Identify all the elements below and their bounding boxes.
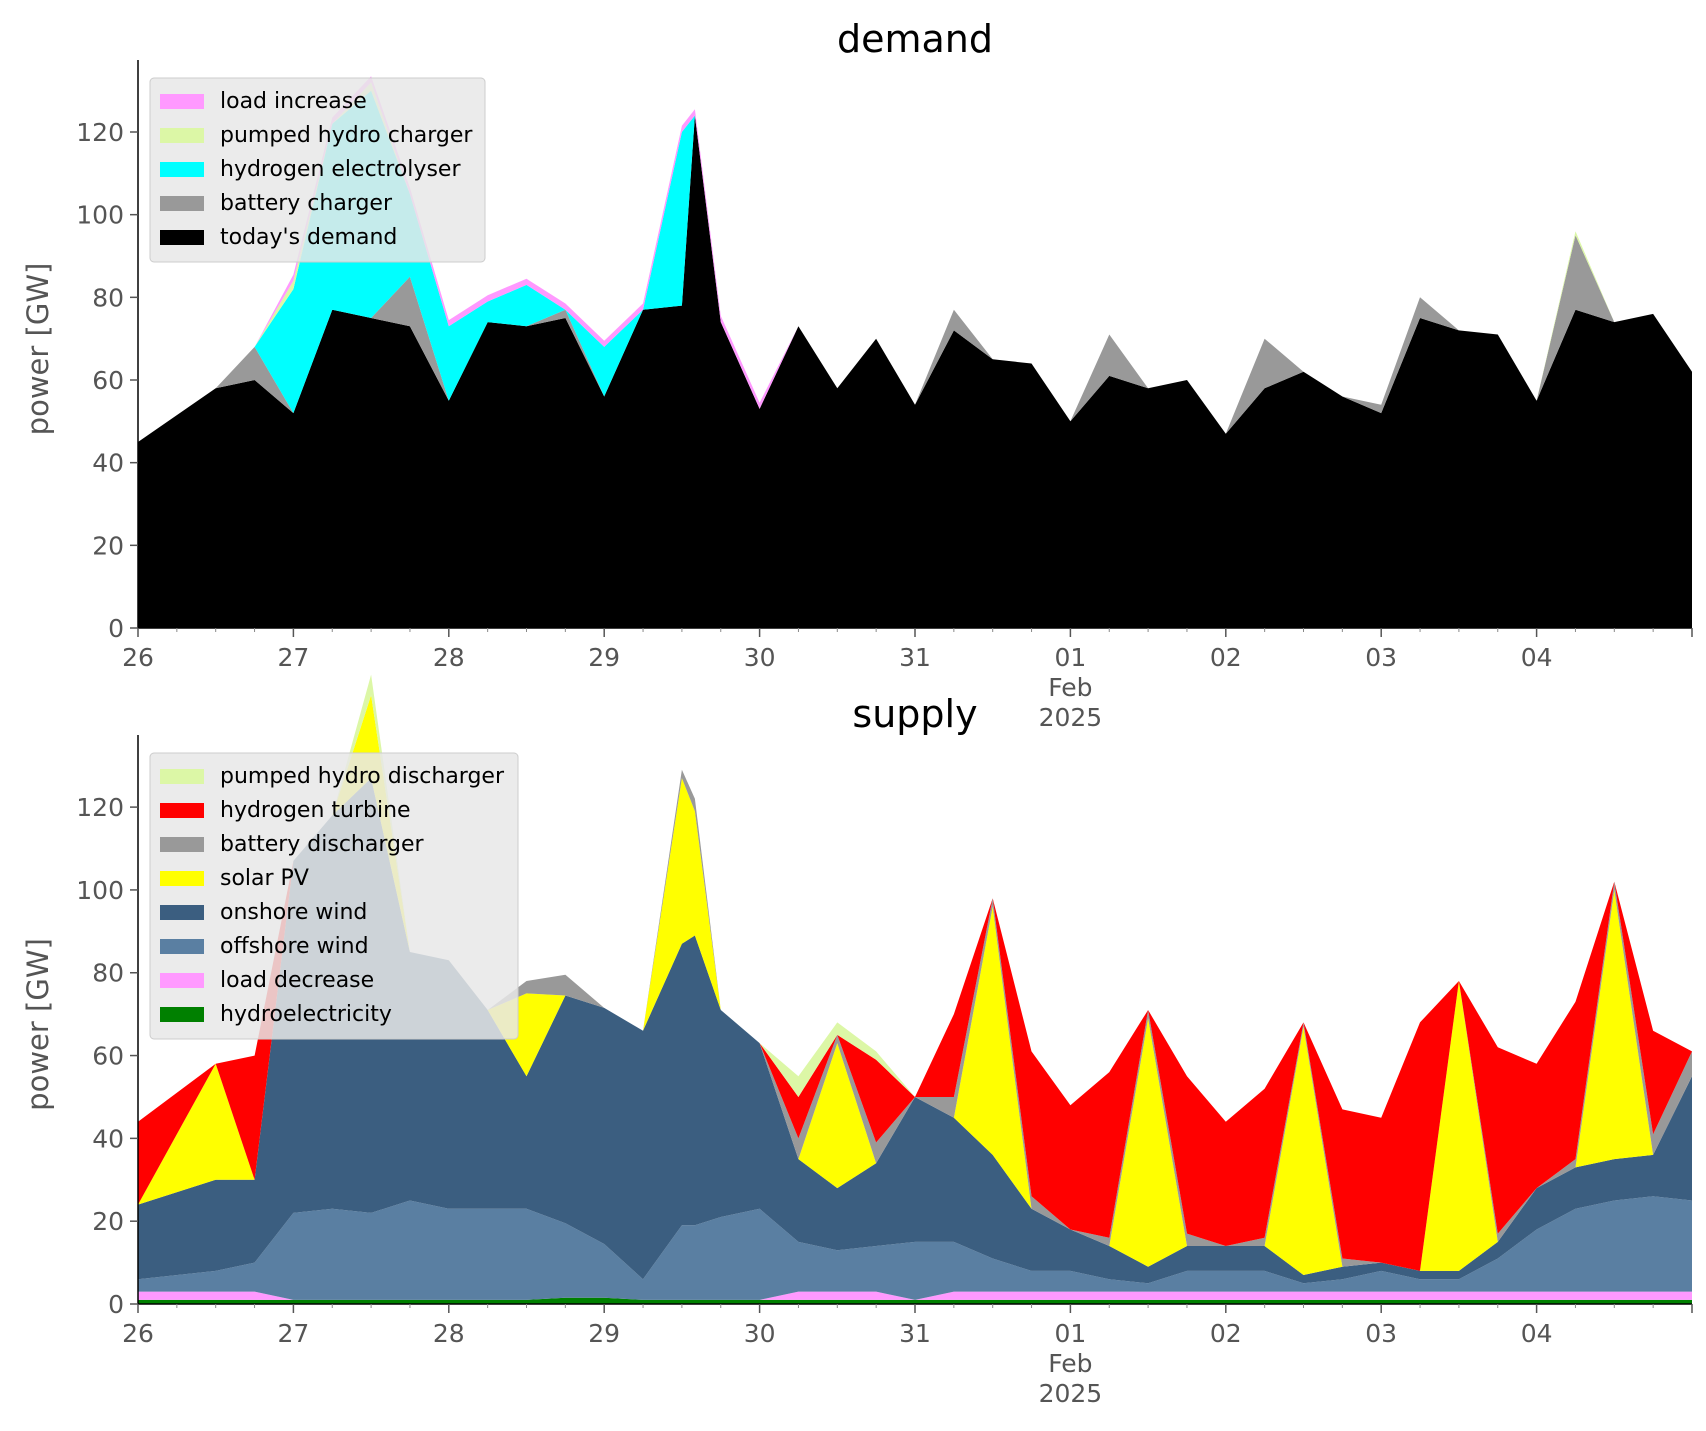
y-tick-label: 60	[92, 366, 124, 395]
legend-swatch-battery-discharger	[160, 837, 204, 852]
y-tick-label: 40	[92, 449, 124, 478]
y-tick-label: 20	[92, 531, 124, 560]
legend-label-onshore-wind: onshore wind	[220, 900, 367, 925]
y-tick-label: 100	[76, 876, 124, 905]
x-tick-label: 29	[588, 1319, 620, 1348]
chart-title: demand	[837, 17, 993, 61]
legend-label-hydroelectricity: hydroelectricity	[220, 1002, 392, 1027]
series-area-onshore-wind	[138, 778, 1692, 1284]
legend: pumped hydro discharger hydrogen turbine b…	[149, 752, 519, 1040]
x-tick-label: 26	[122, 643, 154, 672]
y-tick-label: 80	[92, 959, 124, 988]
legend-swatch-solar-pv	[160, 871, 204, 886]
x-tick-label: 30	[744, 643, 776, 672]
legend-swatch-onshore-wind	[160, 905, 204, 920]
x-tick-label: 28	[433, 643, 465, 672]
x-tick-label: 28	[433, 1319, 465, 1348]
legend-swatch-pumped-hydro-discharger	[160, 769, 204, 784]
legend-label-solar-pv: solar PV	[220, 866, 309, 891]
legend-swatch-hydroelectricity	[160, 1007, 204, 1022]
x-tick-sublabel-month: Feb	[1048, 1349, 1092, 1378]
legend-label-load-decrease: load decrease	[220, 968, 374, 993]
legend-swatch-offshore-wind	[160, 939, 204, 954]
series-area-solar-pv	[138, 695, 1692, 1275]
x-tick-label: 02	[1210, 643, 1242, 672]
legend-swatch-hydrogen-turbine	[160, 803, 204, 818]
y-tick-label: 80	[92, 283, 124, 312]
series-area-offshore-wind	[138, 1196, 1692, 1300]
y-tick-label: 40	[92, 1124, 124, 1153]
legend-label-battery-discharger: battery discharger	[220, 832, 425, 857]
chart-title: supply	[852, 692, 977, 736]
legend-label-load-increase: load increase	[220, 89, 367, 114]
y-tick-label: 120	[76, 793, 124, 822]
x-tick-label: 27	[277, 643, 309, 672]
x-tick-label: 03	[1365, 1319, 1397, 1348]
series-area-load-decrease	[138, 1291, 1692, 1300]
x-tick-label: 31	[899, 643, 931, 672]
legend-label-hydrogen-electrolyser: hydrogen electrolyser	[220, 157, 461, 182]
x-tick-label: 27	[277, 1319, 309, 1348]
x-tick-sublabel-year: 2025	[1039, 1379, 1103, 1408]
y-tick-label: 0	[108, 614, 124, 643]
legend-label-offshore-wind: offshore wind	[220, 934, 369, 959]
x-tick-label: 01	[1054, 1319, 1086, 1348]
x-tick-label: 31	[899, 1319, 931, 1348]
series-area-hydroelectricity	[138, 1297, 1692, 1304]
y-tick-label: 120	[76, 118, 124, 147]
series-area-today-s-demand	[138, 115, 1692, 628]
y-tick-label: 0	[108, 1290, 124, 1319]
y-axis-label: power [GW]	[21, 263, 55, 436]
y-tick-label: 60	[92, 1042, 124, 1071]
y-tick-label: 20	[92, 1207, 124, 1236]
series-area-hydrogen-electrolyser	[138, 90, 1692, 442]
legend-swatch-load-increase	[160, 94, 204, 109]
x-tick-label: 04	[1521, 1319, 1553, 1348]
legend-label-pumped-hydro-charger: pumped hydro charger	[220, 123, 473, 148]
x-tick-label: 30	[744, 1319, 776, 1348]
legend-swatch-pumped-hydro-charger	[160, 128, 204, 143]
legend-label-hydrogen-turbine: hydrogen turbine	[220, 798, 411, 823]
legend-label-pumped-hydro-discharger: pumped hydro discharger	[220, 764, 505, 789]
x-tick-label: 02	[1210, 1319, 1242, 1348]
legend: load increase pumped hydro charger hydroge…	[149, 77, 486, 263]
x-tick-sublabel-year: 2025	[1039, 703, 1103, 732]
legend-swatch-load-decrease	[160, 973, 204, 988]
x-tick-sublabel-month: Feb	[1048, 673, 1092, 702]
y-axis-label: power [GW]	[21, 938, 55, 1111]
legend-box	[149, 752, 519, 1040]
x-tick-label: 26	[122, 1319, 154, 1348]
legend-label-today-s-demand: today's demand	[220, 225, 397, 250]
legend-swatch-battery-charger	[160, 196, 204, 211]
x-tick-label: 01	[1054, 643, 1086, 672]
legend-label-battery-charger: battery charger	[220, 191, 393, 216]
x-tick-label: 04	[1521, 643, 1553, 672]
legend-box	[149, 77, 486, 263]
x-tick-label: 29	[588, 643, 620, 672]
legend-swatch-today-s-demand	[160, 230, 204, 245]
x-tick-label: 03	[1365, 643, 1397, 672]
legend-swatch-hydrogen-electrolyser	[160, 162, 204, 177]
y-tick-label: 100	[76, 201, 124, 230]
